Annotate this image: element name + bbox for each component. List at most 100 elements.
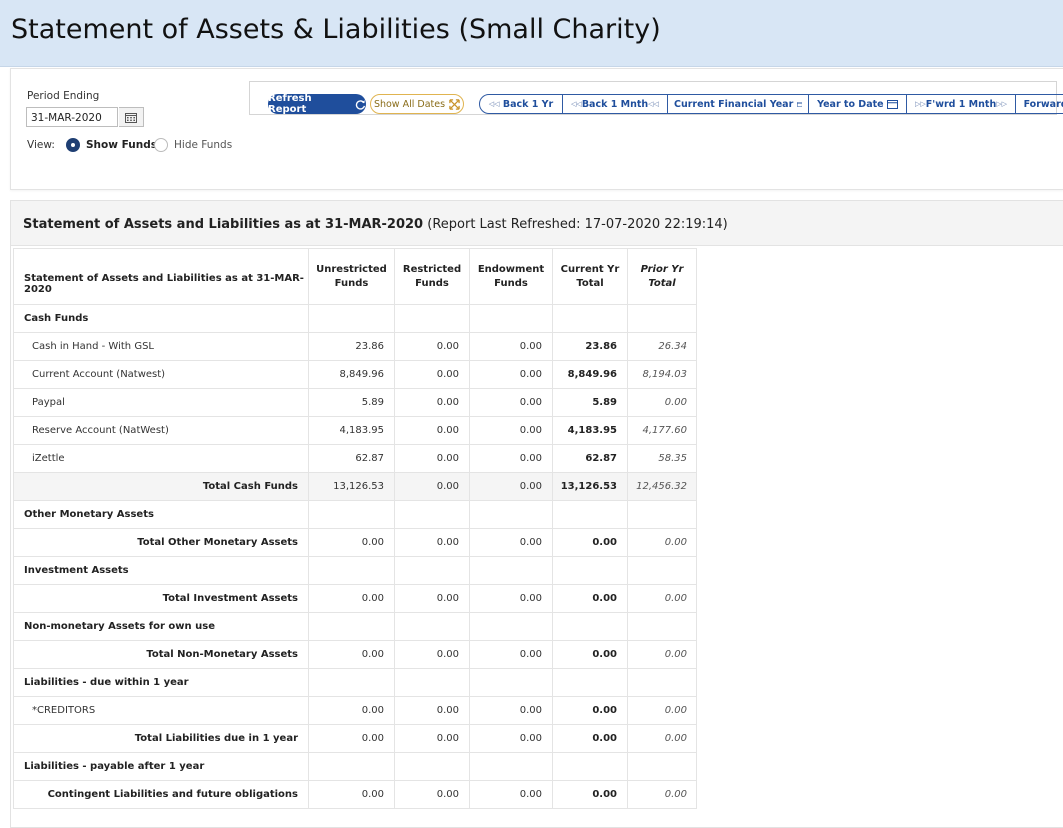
double-right-arrow-icon: ▷▷ (915, 100, 926, 108)
prior-yr-total-cell: 12,456.32 (627, 472, 697, 501)
account-label: *CREDITORS (13, 696, 309, 725)
back-1-yr-label: Back 1 Yr (502, 98, 554, 110)
refresh-report-button[interactable]: Refresh Report (268, 93, 366, 115)
unrestricted-cell (308, 556, 395, 585)
endowment-cell (469, 556, 553, 585)
section-row: Other Monetary Assets (13, 500, 697, 529)
endowment-cell: 0.00 (469, 416, 553, 445)
endowment-cell (469, 612, 553, 641)
account-label: Cash in Hand - With GSL (13, 332, 309, 361)
unrestricted-cell (308, 500, 395, 529)
unrestricted-cell: 0.00 (308, 640, 395, 669)
unrestricted-cell: 0.00 (308, 528, 395, 557)
unrestricted-cell: 0.00 (308, 584, 395, 613)
show-all-dates-label: Show All Dates (373, 98, 446, 110)
prior-yr-total-cell: 0.00 (627, 528, 697, 557)
endowment-cell: 0.00 (469, 724, 553, 753)
current-yr-total-cell: 8,849.96 (552, 360, 628, 389)
show-funds-radio[interactable] (66, 138, 80, 152)
unrestricted-cell (308, 304, 395, 333)
prior-yr-total-cell (627, 304, 697, 333)
forward-1-yr-button[interactable]: Forward 1 Yr ▷▷ (1016, 95, 1063, 113)
prior-yr-total-cell: 0.00 (627, 640, 697, 669)
total-label: Contingent Liabilities and future obliga… (13, 780, 309, 809)
current-yr-total-cell (552, 668, 628, 697)
total-label: Total Other Monetary Assets (13, 528, 309, 557)
column-header: Prior Yr Total (627, 248, 697, 305)
hide-funds-label[interactable]: Hide Funds (174, 139, 233, 151)
prior-yr-total-cell (627, 612, 697, 641)
current-financial-year-button[interactable]: Current Financial Year (668, 95, 809, 113)
current-yr-total-cell: 62.87 (552, 444, 628, 473)
current-yr-total-cell (552, 500, 628, 529)
column-header: Restricted Funds (394, 248, 470, 305)
back-1-mnth-label: Back 1 Mnth (581, 98, 649, 110)
show-funds-label[interactable]: Show Funds (86, 139, 157, 151)
account-label: Paypal (13, 388, 309, 417)
table-row: Paypal 5.89 0.00 0.00 5.89 0.00 (13, 388, 697, 417)
hide-funds-radio[interactable] (154, 138, 168, 152)
restricted-cell: 0.00 (394, 444, 470, 473)
report-heading-title: Statement of Assets and Liabilities as a… (23, 217, 424, 232)
column-header: Current Yr Total (552, 248, 628, 305)
expand-arrows-icon (449, 98, 460, 110)
year-to-date-button[interactable]: Year to Date (809, 95, 907, 113)
calendar-button[interactable] (119, 107, 144, 127)
restricted-cell (394, 556, 470, 585)
unrestricted-cell: 0.00 (308, 724, 395, 753)
current-yr-total-cell: 0.00 (552, 584, 628, 613)
unrestricted-cell: 62.87 (308, 444, 395, 473)
period-ending-input[interactable]: 31-MAR-2020 (26, 107, 118, 127)
prior-yr-total-cell: 0.00 (627, 388, 697, 417)
prior-yr-total-cell: 0.00 (627, 584, 697, 613)
calendar-icon (796, 101, 802, 107)
restricted-cell: 0.00 (394, 696, 470, 725)
section-row: Liabilities - payable after 1 year (13, 752, 697, 781)
back-1-mnth-button[interactable]: ◁◁ Back 1 Mnth ◁◁ (563, 95, 668, 113)
section-row: Non-monetary Assets for own use (13, 612, 697, 641)
total-label: Total Cash Funds (13, 472, 309, 501)
restricted-cell: 0.00 (394, 640, 470, 669)
section-label: Non-monetary Assets for own use (13, 612, 309, 641)
forward-1-mnth-button[interactable]: ▷▷ F'wrd 1 Mnth ▷▷ (907, 95, 1016, 113)
unrestricted-cell: 4,183.95 (308, 416, 395, 445)
prior-yr-total-cell: 0.00 (627, 724, 697, 753)
restricted-cell (394, 500, 470, 529)
double-right-arrow-icon: ▷▷ (996, 100, 1007, 108)
total-row: Total Liabilities due in 1 year 0.00 0.00 0… (13, 724, 697, 753)
endowment-cell: 0.00 (469, 780, 553, 809)
show-all-dates-button[interactable]: Show All Dates (370, 94, 464, 114)
forward-1-mnth-label: F'wrd 1 Mnth (925, 98, 997, 110)
report-heading-bar: Statement of Assets and Liabilities as a… (11, 201, 1063, 246)
section-label: Liabilities - payable after 1 year (13, 752, 309, 781)
account-label: Current Account (Natwest) (13, 360, 309, 389)
page-title: Statement of Assets & Liabilities (Small… (11, 14, 661, 45)
report-panel: Statement of Assets and Liabilities as a… (10, 200, 1063, 828)
unrestricted-cell (308, 612, 395, 641)
current-yr-total-cell (552, 556, 628, 585)
back-1-yr-button[interactable]: ◁◁ Back 1 Yr (480, 95, 563, 113)
unrestricted-cell: 13,126.53 (308, 472, 395, 501)
restricted-cell: 0.00 (394, 416, 470, 445)
total-label: Total Investment Assets (13, 584, 309, 613)
endowment-cell: 0.00 (469, 640, 553, 669)
unrestricted-cell: 23.86 (308, 332, 395, 361)
prior-yr-total-cell (627, 500, 697, 529)
section-label: Investment Assets (13, 556, 309, 585)
current-yr-total-cell: 0.00 (552, 696, 628, 725)
section-row: Investment Assets (13, 556, 697, 585)
current-yr-total-cell: 0.00 (552, 640, 628, 669)
current-yr-total-cell: 23.86 (552, 332, 628, 361)
prior-yr-total-cell: 4,177.60 (627, 416, 697, 445)
restricted-cell (394, 752, 470, 781)
total-row: Total Investment Assets 0.00 0.00 0.00 0.00 0… (13, 584, 697, 613)
prior-yr-total-cell (627, 752, 697, 781)
current-yr-total-cell: 0.00 (552, 724, 628, 753)
view-label: View: (27, 139, 55, 151)
restricted-cell: 0.00 (394, 332, 470, 361)
prior-yr-total-cell: 26.34 (627, 332, 697, 361)
date-toolbar: Refresh Report Show All Dates ◁◁ Back 1 … (249, 81, 1063, 115)
year-to-date-label: Year to Date (817, 98, 884, 110)
current-yr-total-cell: 4,183.95 (552, 416, 628, 445)
restricted-cell (394, 304, 470, 333)
